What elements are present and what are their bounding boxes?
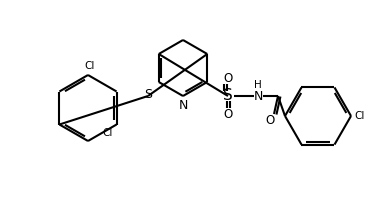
Text: N: N xyxy=(178,99,188,112)
Text: Cl: Cl xyxy=(354,111,365,121)
Text: S: S xyxy=(144,89,152,102)
Text: S: S xyxy=(223,89,233,103)
Text: O: O xyxy=(223,108,232,121)
Text: O: O xyxy=(223,71,232,84)
Text: Cl: Cl xyxy=(102,127,113,138)
Text: Cl: Cl xyxy=(85,61,95,71)
Text: H: H xyxy=(254,80,262,90)
Text: O: O xyxy=(265,113,275,127)
Text: N: N xyxy=(253,89,263,103)
